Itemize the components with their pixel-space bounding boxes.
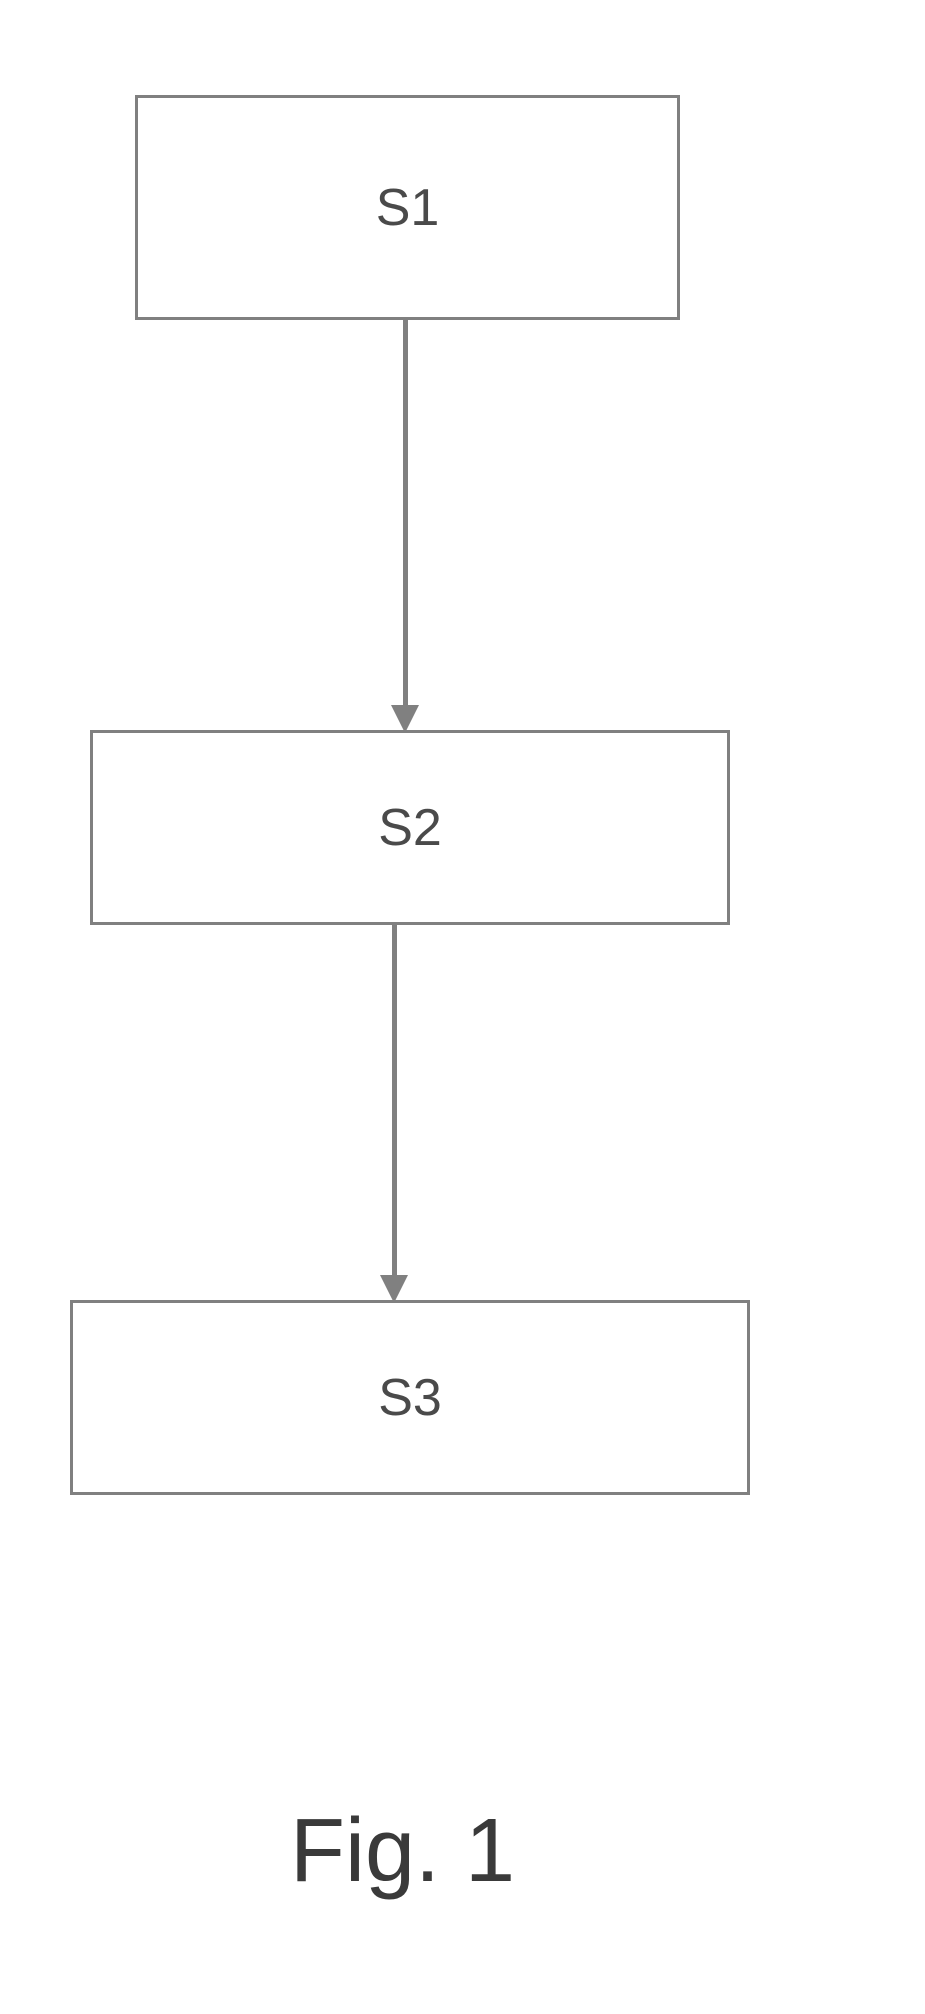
- figure-caption: Fig. 1: [290, 1800, 515, 1903]
- arrow-line-1: [403, 320, 408, 705]
- flowchart-node-s2: S2: [90, 730, 730, 925]
- arrow-head-2: [380, 1275, 408, 1303]
- node-label-s2: S2: [378, 798, 442, 858]
- flowchart-container: S1 S2 S3 Fig. 1: [0, 0, 925, 2014]
- flowchart-node-s1: S1: [135, 95, 680, 320]
- flowchart-node-s3: S3: [70, 1300, 750, 1495]
- arrow-head-1: [391, 705, 419, 733]
- node-label-s1: S1: [376, 178, 440, 238]
- arrow-line-2: [392, 925, 397, 1275]
- node-label-s3: S3: [378, 1368, 442, 1428]
